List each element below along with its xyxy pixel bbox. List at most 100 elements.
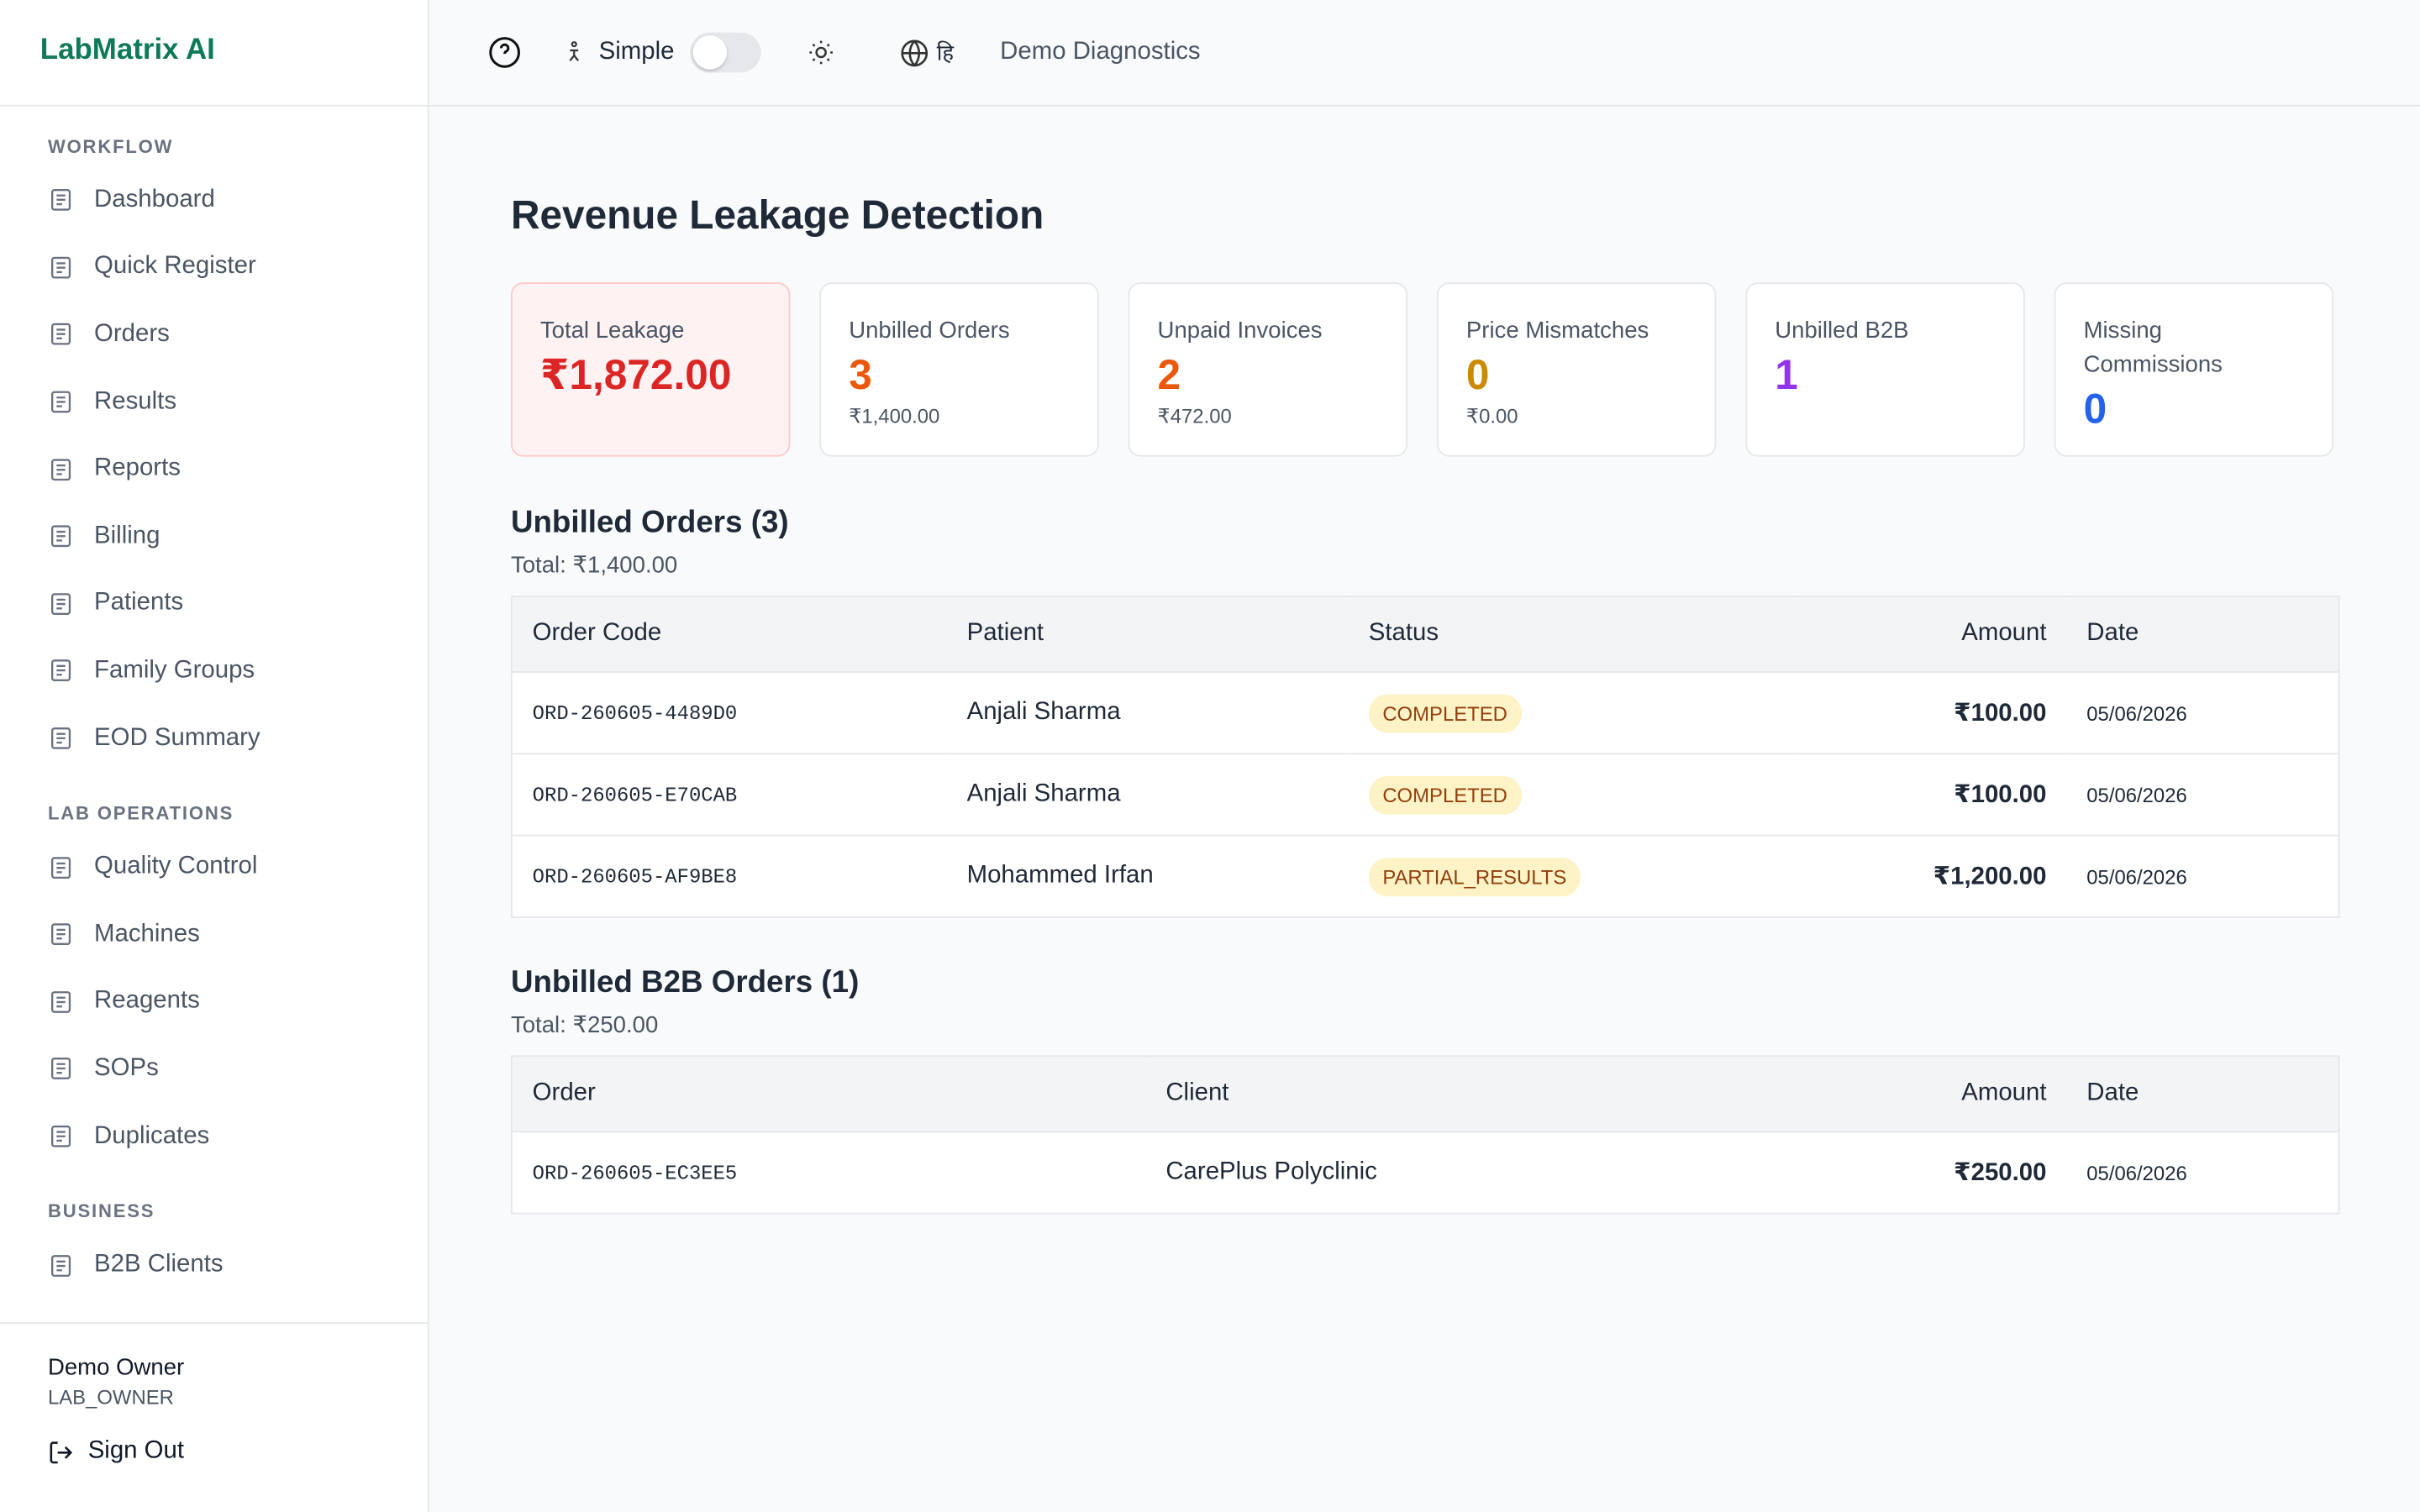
cell: ₹250.00 (1795, 1131, 2067, 1214)
cell: ₹100.00 (1795, 753, 2067, 836)
nav-item[interactable]: Billing (0, 503, 428, 570)
cell: PARTIAL_RESULTS (1348, 834, 1796, 917)
nav-item[interactable]: Patients (0, 570, 428, 638)
cell: Anjali Sharma (946, 670, 1349, 754)
sidebar: LabMatrix AI WORKFLOW Dashboard Quick Regi… (0, 0, 429, 1512)
language[interactable]: हि (936, 39, 955, 65)
stat-card: Unpaid Invoices 2 ₹472.00 (1128, 282, 1408, 457)
header-row: Order Code Patient Status Amount Date (511, 596, 2339, 672)
help-icon[interactable] (487, 35, 521, 69)
column-header: Patient (946, 596, 1349, 672)
nav-icon (50, 856, 71, 879)
nav-label: EOD Summary (94, 724, 260, 751)
language-icon[interactable] (900, 38, 929, 67)
mode-toggle[interactable] (689, 32, 761, 73)
nav-item[interactable]: Duplicates (0, 1103, 428, 1170)
nav-label: Results (94, 388, 177, 415)
column-header: Amount (1795, 596, 2067, 672)
status-badge: PARTIAL_RESULTS (1368, 857, 1581, 896)
table-total: Total: ₹1,400.00 (510, 552, 678, 579)
nav-label: Billing (94, 522, 160, 549)
nav-item[interactable]: Results (0, 369, 428, 436)
nav-item[interactable]: B2B Clients (0, 1231, 428, 1299)
stat-label: Unbilled Orders (849, 318, 1010, 344)
cell: ₹100.00 (1795, 670, 2067, 754)
table: Order Client Amount Date ORD-260605-EC3EE5 Ca… (510, 1055, 2340, 1215)
nav-icon (50, 391, 71, 413)
table-block: Unbilled B2B Orders (1) Total: ₹250.00 Ord… (510, 966, 2340, 1215)
nav-label: Orders (94, 321, 170, 348)
table-block: Unbilled Orders (3) Total: ₹1,400.00 Order… (510, 506, 2340, 918)
divider (0, 1322, 428, 1324)
accessibility-icon (569, 41, 580, 61)
nav-icon (50, 592, 71, 615)
cell: ORD-260605-EC3EE5 (511, 1131, 1146, 1214)
stat-value: 0 (1465, 351, 1490, 398)
nav-item[interactable]: Quality Control (0, 833, 428, 900)
nav-item[interactable]: SOPs (0, 1036, 428, 1103)
nav-icon (50, 990, 71, 1013)
cell: ORD-260605-E70CAB (511, 753, 947, 836)
nav-item[interactable]: Quick Register (0, 234, 428, 301)
status-badge: COMPLETED (1368, 693, 1522, 732)
cell: Anjali Sharma (946, 753, 1349, 836)
stat-card: Missing Commissions 0 (2054, 282, 2334, 457)
stat-sub: ₹0.00 (1465, 404, 1518, 428)
nav-icon (50, 458, 71, 480)
nav-item[interactable]: Family Groups (0, 638, 428, 705)
stat-label: Price Mismatches (1465, 318, 1649, 344)
row: ORD-260605-AF9BE8 Mohammed Irfan PARTIAL_R… (511, 834, 2339, 917)
sign-out-label: Sign Out (87, 1437, 185, 1465)
section-title: LAB OPERATIONS (47, 802, 234, 825)
nav-label: Quality Control (94, 853, 258, 880)
nav-label: SOPs (94, 1055, 159, 1082)
nav-label: Machines (94, 921, 200, 948)
cell: COMPLETED (1348, 753, 1796, 836)
brand: LabMatrix AI (39, 34, 215, 66)
stat-label: Unbilled B2B (1775, 318, 1909, 344)
nav-icon (50, 1125, 71, 1147)
topbar: Simple हि Demo Diagnostics (429, 0, 2420, 107)
section-title: WORKFLOW (47, 135, 174, 158)
cell: ₹1,200.00 (1795, 834, 2067, 917)
nav-item[interactable]: Orders (0, 302, 428, 369)
divider (0, 104, 428, 107)
icon (50, 1441, 73, 1463)
cell: COMPLETED (1348, 670, 1796, 754)
nav-item[interactable]: Reagents (0, 969, 428, 1036)
theme-icon[interactable] (807, 39, 834, 66)
sign-out[interactable]: Sign Out (48, 1438, 184, 1466)
nav-item[interactable]: Dashboard (0, 166, 428, 234)
nav-item[interactable]: Reports (0, 436, 428, 503)
column-header: Status (1348, 596, 1796, 672)
nav-label: B2B Clients (94, 1251, 224, 1278)
cell: 05/06/2026 (2066, 1131, 2339, 1214)
table-total: Total: ₹250.00 (510, 1011, 659, 1039)
nav-item[interactable]: EOD Summary (0, 705, 428, 772)
stat-card: Unbilled B2B 1 (1745, 282, 2025, 457)
cell: ORD-260605-4489D0 (511, 670, 947, 754)
stat-value: 2 (1157, 351, 1181, 398)
nav-label: Quick Register (94, 253, 256, 281)
stat-card: Total Leakage ₹1,872.00 (510, 282, 791, 457)
user-role: LAB_OWNER (47, 1385, 174, 1409)
cell: 05/06/2026 (2066, 753, 2339, 836)
column-header: Client (1145, 1056, 1796, 1132)
nav-icon (50, 1058, 71, 1080)
nav-label: Family Groups (94, 657, 255, 684)
cell: 05/06/2026 (2066, 834, 2339, 917)
column-header: Date (2066, 596, 2339, 672)
section-title: BUSINESS (47, 1200, 155, 1223)
column-header: Order (511, 1056, 1146, 1132)
row: ORD-260605-4489D0 Anjali Sharma COMPLETED ₹… (511, 670, 2339, 754)
nav-icon (50, 323, 71, 346)
nav-icon (50, 923, 71, 946)
page-title: Revenue Leakage Detection (510, 191, 1044, 238)
stat-value: ₹1,872.00 (539, 351, 732, 398)
nav-label: Duplicates (94, 1122, 210, 1149)
nav-item[interactable]: Machines (0, 901, 428, 969)
table-title: Unbilled Orders (3) (510, 506, 789, 540)
user-name: Demo Owner (47, 1354, 185, 1381)
